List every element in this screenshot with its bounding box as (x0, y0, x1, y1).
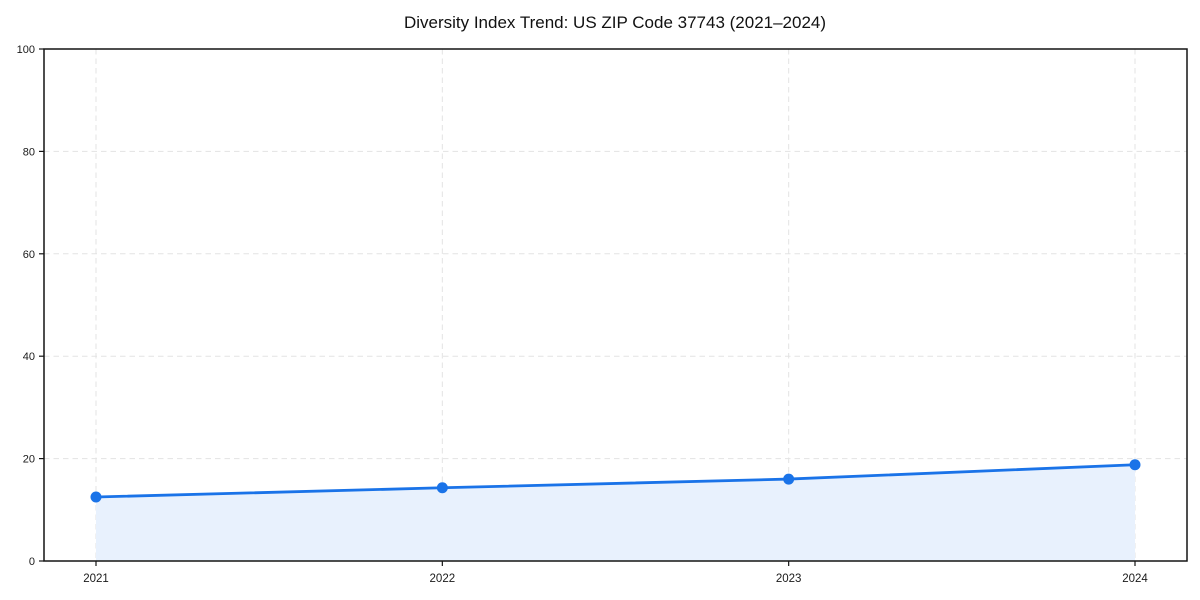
axes-layer: 0 20 40 60 80 100 2021 2022 2023 2024 (17, 44, 1188, 585)
data-point-2021 (90, 491, 102, 503)
x-tick-label-2021: 2021 (83, 573, 109, 585)
plot-border (43, 48, 1188, 562)
y-tick-label-60: 60 (23, 249, 35, 261)
y-tick-label-80: 80 (23, 146, 35, 158)
chart-title: Diversity Index Trend: US ZIP Code 37743… (404, 13, 826, 32)
x-tick-label-2024: 2024 (1122, 573, 1148, 585)
area-fill (96, 464, 1135, 561)
data-point-2023 (783, 473, 795, 485)
data-point-2022 (436, 482, 448, 494)
x-tick-label-2022: 2022 (430, 573, 456, 585)
y-tick-label-20: 20 (23, 454, 35, 466)
x-tick-label-2023: 2023 (776, 573, 802, 585)
y-tick-label-100: 100 (17, 44, 35, 56)
data-point-2024 (1129, 459, 1141, 471)
y-tick-label-0: 0 (29, 556, 35, 568)
trend-line (94, 463, 1137, 499)
series-layer (90, 459, 1141, 561)
y-tick-label-40: 40 (23, 351, 35, 363)
